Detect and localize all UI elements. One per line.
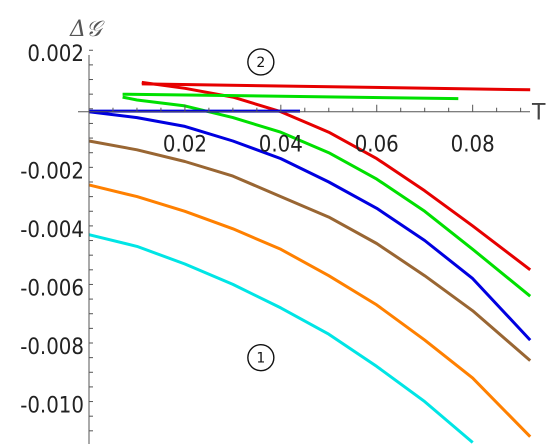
annotation-1: 1 xyxy=(247,343,275,372)
y-axis-title: Δ𝒢 xyxy=(69,17,105,42)
annotation-circle xyxy=(247,48,275,76)
y-tick-label: -0.004 xyxy=(20,218,84,243)
series-line-4 xyxy=(88,110,532,342)
annotation-label: 1 xyxy=(256,351,265,367)
x-tick-label: 0.04 xyxy=(259,133,303,158)
series-line-5 xyxy=(122,95,532,298)
series-line-2 xyxy=(88,183,532,438)
axes-layer xyxy=(78,49,530,444)
y-tick-label: -0.002 xyxy=(20,159,84,184)
annotation-2: 2 xyxy=(247,48,275,76)
labels-layer: 0.02 0.04 0.06 0.08 0.002 -0.002 -0.004 -0.006 -… xyxy=(20,17,546,418)
series-line-1 xyxy=(88,233,474,444)
series-line-8 xyxy=(141,82,531,92)
y-tick-label: -0.008 xyxy=(20,335,84,360)
series-line-7 xyxy=(122,92,459,101)
series-line-6 xyxy=(141,80,532,271)
x-tick-label: 0.06 xyxy=(355,133,399,158)
y-tick-label: -0.010 xyxy=(20,393,84,418)
x-tick-label: 0.02 xyxy=(163,133,207,158)
annotation-circle xyxy=(247,343,275,372)
series-line-3 xyxy=(88,139,532,362)
x-tick-label: 0.08 xyxy=(451,133,495,158)
annotation-label: 2 xyxy=(256,55,265,71)
y-tick-label: -0.006 xyxy=(20,276,84,301)
annotation-layer: 12 xyxy=(247,48,275,372)
series-layer xyxy=(88,80,532,444)
x-axis-title: T xyxy=(531,101,546,126)
y-tick-label: 0.002 xyxy=(27,42,84,67)
